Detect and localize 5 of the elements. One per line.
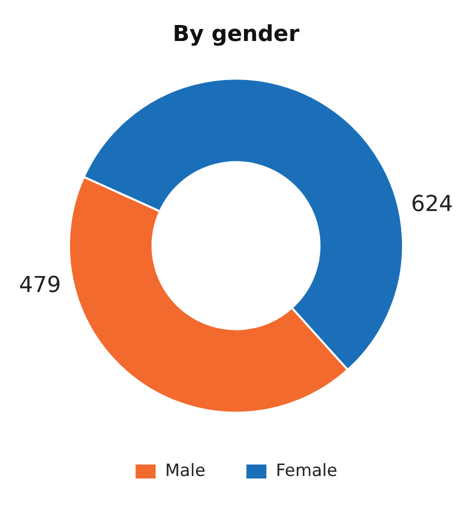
- data-label: 479: [19, 272, 61, 298]
- legend-label: Female: [276, 460, 338, 481]
- data-label: 624: [411, 192, 453, 217]
- legend-label: Male: [165, 460, 206, 481]
- chart-title: By gender: [172, 22, 300, 47]
